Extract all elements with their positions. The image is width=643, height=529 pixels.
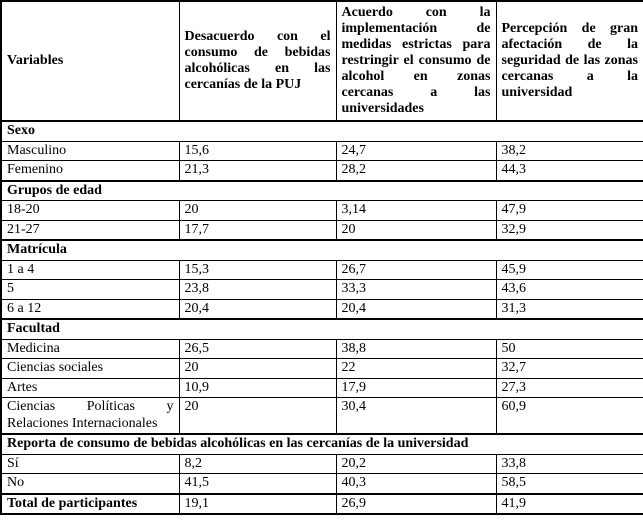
cell-value: 15,3 [178,259,337,281]
cell-value: 3,14 [335,200,497,221]
cell-value: 23,8 [178,279,337,300]
cell-value: 33,3 [335,279,497,300]
row-label: 5 [0,279,180,300]
section-label: Grupos de edad [0,179,643,202]
cell-value: 43,6 [495,279,643,300]
table-row-femenino: Femenino 21,3 28,2 44,3 [0,160,643,182]
cell-value: 38,2 [495,140,643,162]
table-row-medicina: Medicina 26,5 38,8 50 [0,338,643,360]
row-label: 18-20 [0,200,180,221]
cell-value: 30,4 [335,397,497,435]
table-row-total-participantes: Total de participantes 19,1 26,9 41,9 [0,492,643,515]
row-label: No [0,473,180,495]
table-row-no: No 41,5 40,3 58,5 [0,473,643,495]
cell-value: 8,2 [178,453,337,475]
table-row-artes: Artes 10,9 17,9 27,3 [0,377,643,399]
cell-value: 32,9 [495,219,643,241]
cell-value: 40,3 [335,473,497,495]
cell-value: 60,9 [495,397,643,435]
header-row: Variables Desacuerdo con el consumo de b… [0,0,643,122]
table-row-masculino: Masculino 15,6 24,7 38,2 [0,140,643,162]
cell-value: 15,6 [178,140,337,162]
cell-value: 32,7 [495,358,643,379]
section-row-facultad: Facultad [0,318,643,340]
section-row-matricula: Matrícula [0,239,643,261]
cell-value: 44,3 [495,160,643,182]
cell-value: 26,7 [335,259,497,281]
row-label: Femenino [0,160,180,182]
cell-value: 20,2 [335,453,497,475]
table-row-6-a-12: 6 a 12 20,4 20,4 31,3 [0,298,643,320]
row-label: Artes [0,377,180,399]
cell-value: 20 [178,200,337,221]
section-row-grupos-de-edad: Grupos de edad [0,179,643,202]
cell-value: 41,5 [178,473,337,495]
cell-value: 17,7 [178,219,337,241]
cell-value: 41,9 [495,492,643,515]
cell-value: 45,9 [495,259,643,281]
cell-value: 20 [335,219,497,241]
cell-value: 33,8 [495,453,643,475]
row-label: Medicina [0,338,180,360]
row-label: Sí [0,453,180,475]
header-cell-desacuerdo: Desacuerdo con el consumo de bebidas alc… [178,0,337,122]
section-label: Reporta de consumo de bebidas alcohólica… [0,433,643,455]
cell-value: 20,4 [335,298,497,320]
cell-value: 58,5 [495,473,643,495]
header-cell-variables: Variables [0,0,180,122]
table-row-21-27: 21-27 17,7 20 32,9 [0,219,643,241]
cell-value: 27,3 [495,377,643,399]
cell-value: 19,1 [178,492,337,515]
table-row-5: 5 23,8 33,3 43,6 [0,279,643,300]
cell-value: 20,4 [178,298,337,320]
cell-value: 10,9 [178,377,337,399]
table-row-18-20: 18-20 20 3,14 47,9 [0,200,643,221]
cell-value: 50 [495,338,643,360]
paper-table-page: Variables Desacuerdo con el consumo de b… [0,0,643,516]
header-cell-percepcion: Percepción de gran afectación de la segu… [495,0,643,122]
table-row-ciencias-sociales: Ciencias sociales 20 22 32,7 [0,358,643,379]
row-label: 1 a 4 [0,259,180,281]
cell-value: 20 [178,358,337,379]
section-row-sexo: Sexo [0,119,643,142]
results-table: Variables Desacuerdo con el consumo de b… [0,0,643,516]
cell-value: 26,9 [335,492,497,515]
table-row-ciencias-politicas: Ciencias Políticas y Relaciones Internac… [0,397,643,435]
cell-value: 28,2 [335,160,497,182]
cell-value: 17,9 [335,377,497,399]
cell-value: 22 [335,358,497,379]
cell-value: 31,3 [495,298,643,320]
table-row-si: Sí 8,2 20,2 33,8 [0,453,643,475]
row-label: Masculino [0,140,180,162]
row-label: 6 a 12 [0,298,180,320]
header-cell-acuerdo: Acuerdo con la implementación de medidas… [335,0,497,122]
row-label: Total de participantes [0,492,180,515]
row-label: Ciencias Políticas y Relaciones Internac… [0,397,180,435]
section-label: Sexo [0,119,643,142]
section-row-reporta-consumo: Reporta de consumo de bebidas alcohólica… [0,433,643,455]
table-row-1-a-4: 1 a 4 15,3 26,7 45,9 [0,259,643,281]
cell-value: 20 [178,397,337,435]
section-label: Matrícula [0,239,643,261]
cell-value: 21,3 [178,160,337,182]
cell-value: 26,5 [178,338,337,360]
row-label: 21-27 [0,219,180,241]
cell-value: 47,9 [495,200,643,221]
cell-value: 38,8 [335,338,497,360]
row-label: Ciencias sociales [0,358,180,379]
section-label: Facultad [0,318,643,340]
cell-value: 24,7 [335,140,497,162]
